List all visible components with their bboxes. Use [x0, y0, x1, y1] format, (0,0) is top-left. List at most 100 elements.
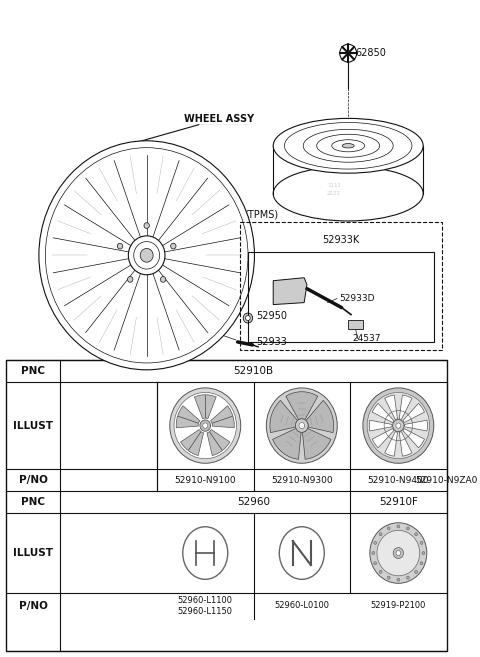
Polygon shape [399, 432, 412, 456]
Circle shape [363, 388, 434, 463]
Polygon shape [273, 428, 301, 459]
Circle shape [379, 533, 382, 535]
Circle shape [459, 388, 480, 463]
Polygon shape [384, 432, 397, 456]
Text: 52933D: 52933D [339, 294, 374, 303]
Polygon shape [270, 400, 298, 433]
Circle shape [377, 530, 420, 576]
Circle shape [370, 523, 427, 583]
Ellipse shape [332, 140, 365, 152]
Circle shape [393, 420, 404, 432]
Circle shape [387, 527, 390, 530]
Text: 24537: 24537 [352, 334, 381, 343]
Polygon shape [207, 430, 230, 455]
Text: ILLUST: ILLUST [13, 420, 53, 430]
Circle shape [295, 419, 308, 432]
Text: 52933K: 52933K [323, 235, 360, 245]
Circle shape [174, 392, 237, 459]
Bar [348, 319, 363, 330]
Text: P/NO: P/NO [19, 600, 48, 611]
Circle shape [128, 236, 165, 275]
Polygon shape [384, 395, 397, 420]
Text: 52960-L0100: 52960-L0100 [274, 601, 329, 610]
Polygon shape [405, 420, 427, 431]
Polygon shape [465, 409, 480, 425]
Polygon shape [306, 400, 334, 433]
Text: 52910-N9300: 52910-N9300 [271, 476, 333, 485]
Circle shape [170, 388, 241, 463]
Circle shape [387, 576, 390, 579]
Polygon shape [302, 428, 331, 459]
Text: PNC: PNC [21, 497, 45, 507]
Circle shape [396, 423, 401, 428]
Text: 52960-L1100
52960-L1150: 52960-L1100 52960-L1150 [178, 596, 233, 616]
Circle shape [367, 392, 430, 459]
Circle shape [160, 277, 166, 283]
Circle shape [243, 313, 252, 323]
Text: 52960: 52960 [237, 497, 270, 507]
Circle shape [415, 570, 418, 574]
Circle shape [396, 551, 401, 555]
Circle shape [266, 388, 337, 463]
Circle shape [299, 422, 305, 428]
Text: 2222: 2222 [327, 191, 341, 196]
Text: 52910F: 52910F [379, 497, 418, 507]
Circle shape [246, 315, 250, 321]
Text: WHEEL ASSY: WHEEL ASSY [117, 114, 254, 148]
Polygon shape [176, 406, 200, 428]
Polygon shape [194, 395, 216, 419]
Polygon shape [372, 403, 394, 422]
Bar [248, 252, 434, 342]
Text: 52910-N9ZA0: 52910-N9ZA0 [415, 476, 478, 485]
Text: ILLUST: ILLUST [13, 548, 53, 558]
Ellipse shape [285, 122, 412, 169]
Text: 62850: 62850 [356, 48, 386, 58]
Polygon shape [403, 403, 424, 422]
Circle shape [397, 578, 400, 581]
Text: (TPMS): (TPMS) [244, 210, 278, 219]
Circle shape [117, 243, 123, 249]
Polygon shape [372, 428, 394, 448]
Text: 52919-P2100: 52919-P2100 [371, 601, 426, 610]
Ellipse shape [303, 129, 393, 162]
Circle shape [422, 551, 425, 555]
Circle shape [415, 533, 418, 535]
Ellipse shape [273, 118, 423, 173]
Text: 52950: 52950 [256, 311, 288, 321]
Circle shape [200, 420, 211, 431]
Circle shape [393, 547, 404, 558]
Text: 1111: 1111 [327, 183, 341, 188]
Polygon shape [180, 430, 204, 455]
Polygon shape [273, 278, 307, 305]
Ellipse shape [342, 144, 354, 148]
Circle shape [374, 541, 377, 545]
Text: PNC: PNC [21, 366, 45, 376]
Polygon shape [211, 406, 234, 428]
Ellipse shape [317, 134, 380, 157]
Circle shape [203, 423, 208, 428]
Polygon shape [369, 420, 392, 431]
Text: 52910-N9100: 52910-N9100 [174, 476, 236, 485]
Text: 52933: 52933 [256, 337, 287, 347]
Circle shape [140, 248, 153, 262]
Circle shape [374, 562, 377, 565]
Polygon shape [399, 395, 412, 420]
Polygon shape [472, 396, 480, 420]
Text: P/NO: P/NO [19, 476, 48, 486]
Circle shape [128, 277, 133, 283]
Circle shape [420, 562, 423, 565]
Circle shape [170, 243, 176, 249]
Polygon shape [465, 426, 480, 442]
Circle shape [407, 527, 409, 530]
Circle shape [407, 576, 409, 579]
Bar [6, 360, 446, 650]
Bar [240, 223, 442, 350]
Circle shape [397, 525, 400, 528]
Circle shape [144, 223, 149, 229]
Polygon shape [472, 430, 480, 455]
Polygon shape [286, 392, 318, 420]
Polygon shape [403, 428, 424, 448]
Circle shape [379, 570, 382, 574]
Circle shape [372, 551, 375, 555]
Text: 52910-N9400: 52910-N9400 [368, 476, 429, 485]
